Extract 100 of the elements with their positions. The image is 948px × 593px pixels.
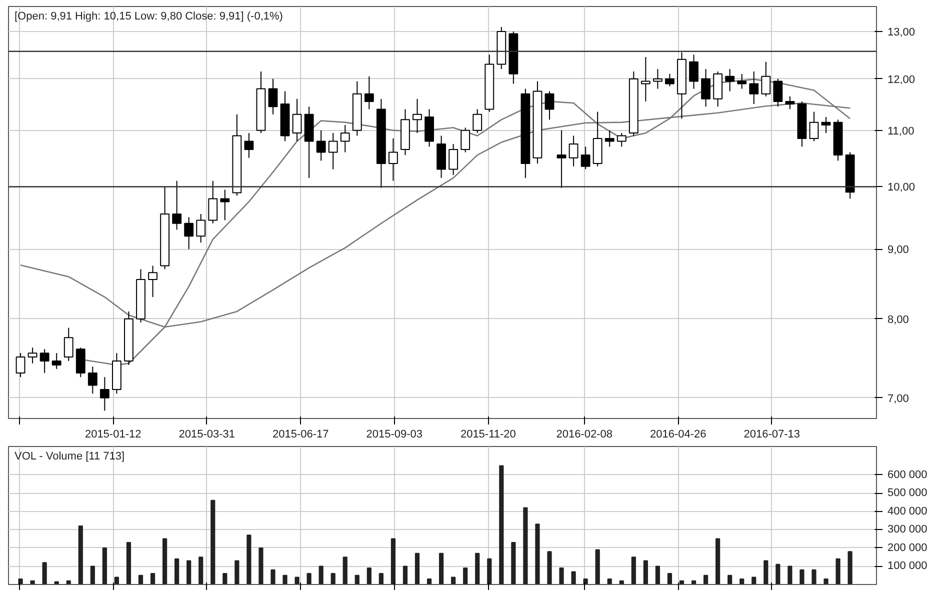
candlestick [268, 78, 278, 115]
bar [812, 569, 816, 584]
bar [824, 578, 828, 584]
candlestick [725, 68, 735, 92]
bar [559, 568, 564, 584]
candlestick [388, 138, 398, 182]
bar [378, 573, 384, 584]
y-tick-label: 200 000 [888, 542, 928, 554]
x-tick-label: 2016-04-26 [650, 428, 706, 440]
x-tick-label: 2015-03-31 [178, 428, 236, 440]
bar [511, 542, 516, 584]
candlestick [148, 265, 158, 298]
chart-title: VOL - Volume [11 713] [14, 450, 125, 462]
bar [174, 558, 180, 584]
y-tick-label: 500 000 [888, 487, 928, 500]
bar [186, 560, 192, 584]
bar [703, 574, 708, 584]
candlestick [40, 348, 50, 374]
bar [18, 578, 23, 584]
y-tick-label: 9,00 [888, 244, 909, 256]
bar [728, 574, 732, 584]
candlestick [785, 96, 795, 110]
bar [776, 564, 780, 584]
bar [270, 569, 276, 584]
candlestick [749, 70, 759, 105]
bar [42, 562, 47, 584]
candlestick [64, 327, 74, 362]
y-tick-label: 100 000 [888, 560, 928, 572]
bar [451, 576, 456, 584]
bar [282, 574, 288, 584]
bar [643, 560, 648, 584]
bar [210, 500, 216, 584]
bar [90, 566, 95, 584]
bar [667, 573, 672, 584]
bar [138, 574, 144, 584]
candlestick [460, 127, 470, 153]
candlestick [292, 98, 302, 142]
bar [390, 538, 396, 584]
bar [631, 556, 636, 584]
bar [330, 573, 336, 584]
candlestick [220, 189, 230, 221]
bar [752, 576, 756, 584]
bar [198, 556, 204, 584]
candlestick [28, 347, 38, 364]
candlestick [244, 132, 254, 158]
bar [414, 552, 420, 584]
candlestick [184, 216, 194, 250]
bar [246, 534, 252, 584]
candlestick [172, 180, 182, 230]
bar [788, 566, 792, 584]
bar [836, 558, 840, 584]
bar [354, 574, 360, 584]
candlestick [544, 90, 554, 120]
candlestick [16, 352, 26, 378]
bar [547, 551, 552, 584]
y-tick-label: 12,00 [888, 74, 916, 86]
bar [126, 542, 132, 584]
x-tick-label: 2015-11-20 [460, 428, 516, 440]
bar [426, 578, 432, 584]
bar [234, 560, 240, 584]
bar [716, 538, 720, 584]
y-tick-label: 13,00 [888, 26, 916, 38]
bar [114, 576, 120, 584]
x-tick-label: 2015-01-12 [84, 428, 142, 440]
bar [222, 573, 228, 584]
bar [318, 566, 324, 584]
y-tick-label: 8,00 [888, 314, 909, 326]
candlestick [316, 130, 326, 162]
bar [366, 568, 372, 584]
candlestick [412, 98, 422, 134]
bar [294, 576, 300, 584]
x-tick-label: 2016-02-08 [556, 428, 613, 440]
bar [523, 507, 528, 584]
bar [499, 465, 504, 584]
candlestick [640, 56, 650, 102]
bar [30, 580, 35, 584]
bar [655, 566, 660, 584]
bar [306, 573, 312, 584]
candlestick [761, 61, 771, 97]
bar [607, 578, 612, 584]
bar [487, 558, 492, 584]
candlestick [604, 130, 614, 148]
candlestick [568, 135, 578, 167]
candlestick [52, 352, 62, 370]
candlestick [616, 132, 626, 148]
candlestick [448, 143, 458, 176]
bar [78, 526, 83, 584]
candlestick [737, 73, 747, 90]
chart-title: [Open: 9,91 High: 10,15 Low: 9,80 Close: 9,91] (-0,1%) [14, 10, 283, 22]
candlestick [809, 111, 819, 142]
bar [402, 566, 408, 584]
candlestick [472, 108, 482, 134]
candlestick [773, 78, 783, 108]
bar [475, 552, 480, 584]
y-tick-label: 300 000 [888, 524, 928, 536]
candlestick [556, 130, 566, 188]
candlestick [821, 116, 831, 134]
bar [764, 560, 768, 584]
bar [848, 551, 852, 584]
candlestick [701, 68, 710, 108]
